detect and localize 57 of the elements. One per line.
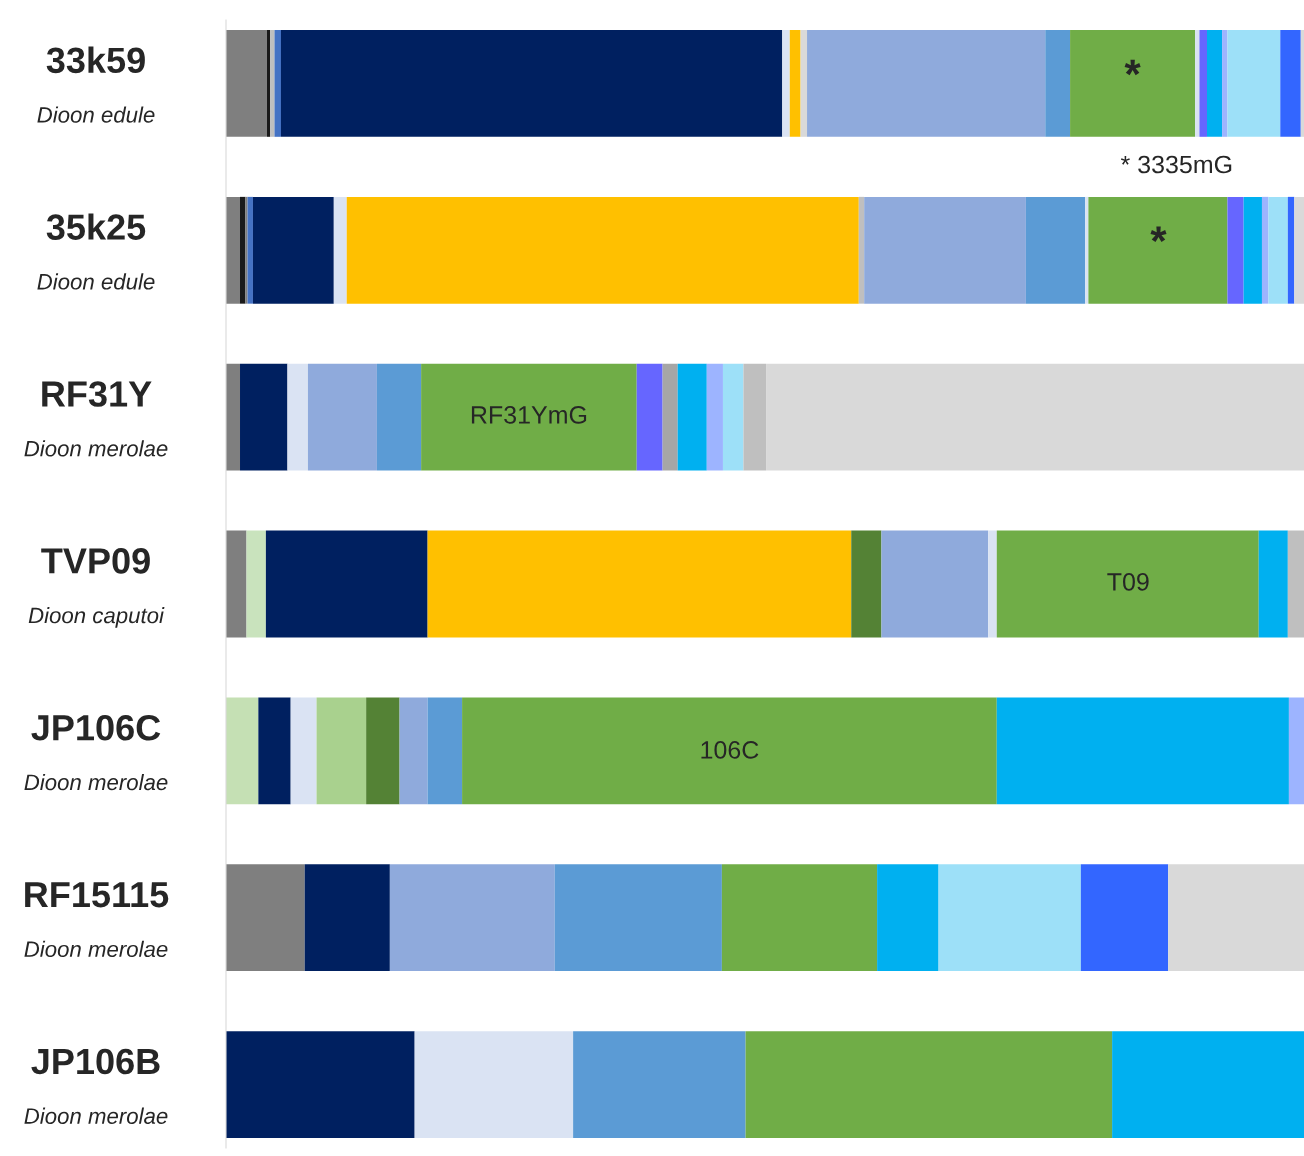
- bar: [1287, 196, 1295, 304]
- bar: [1025, 196, 1086, 304]
- y-tick-label: RF15115 Dioon merolae: [24, 882, 169, 958]
- annotation: *: [1150, 226, 1167, 243]
- bar: [743, 363, 767, 471]
- bar: [266, 30, 271, 137]
- bar: [1206, 30, 1223, 137]
- bar: [226, 363, 241, 471]
- bar: [246, 530, 266, 638]
- annotation: 106C: [701, 741, 759, 759]
- bar: [662, 363, 678, 471]
- y-tick-label: RF31Y Dioon merolae: [24, 381, 168, 457]
- y-tick-label: 35k25 Dioon edule: [37, 213, 155, 290]
- bar: [287, 363, 308, 471]
- bar: [1294, 196, 1304, 304]
- y-tick-label: JP106B Dioon merolae: [24, 1048, 168, 1124]
- bar: [1268, 196, 1288, 304]
- bar: [1300, 30, 1304, 137]
- bar: [240, 363, 288, 471]
- bar: [881, 530, 989, 638]
- bar: [677, 363, 707, 471]
- bar: [366, 697, 400, 805]
- y-tick-label: 33k59 Dioon edule: [37, 46, 155, 123]
- y-tick-label: TVP09 Dioon caputoi: [28, 548, 165, 628]
- bar: [1243, 196, 1262, 304]
- bar: [462, 697, 997, 805]
- annotation: *: [1124, 59, 1141, 76]
- bar: [851, 530, 882, 638]
- bar: [1222, 30, 1228, 137]
- bar: [1261, 196, 1269, 304]
- bar: [996, 697, 1289, 805]
- bar: [304, 864, 390, 972]
- bar: [226, 196, 241, 304]
- bar: [290, 697, 317, 805]
- bar: [789, 30, 801, 137]
- bar: [226, 697, 259, 805]
- annotation: * 3335mG: [1120, 155, 1232, 174]
- bar: [1227, 30, 1281, 137]
- bar: [240, 196, 246, 304]
- bar: [316, 697, 367, 805]
- bar: [399, 697, 428, 805]
- bar: [226, 30, 267, 137]
- annotation: T09: [1107, 573, 1149, 591]
- bar: [1045, 30, 1071, 137]
- bar: [226, 530, 247, 638]
- bar: [274, 30, 281, 137]
- bar: [996, 530, 1259, 638]
- bar: [247, 196, 253, 304]
- bar: [1280, 30, 1301, 137]
- bar: [1258, 530, 1288, 638]
- bar: [258, 697, 291, 805]
- bar: [226, 864, 305, 972]
- annotation: RF31YmG: [471, 406, 587, 424]
- bar: [1227, 196, 1244, 304]
- y-tick-label: JP106C Dioon merolae: [24, 714, 168, 791]
- bar: [1199, 30, 1207, 137]
- bar: [346, 196, 859, 304]
